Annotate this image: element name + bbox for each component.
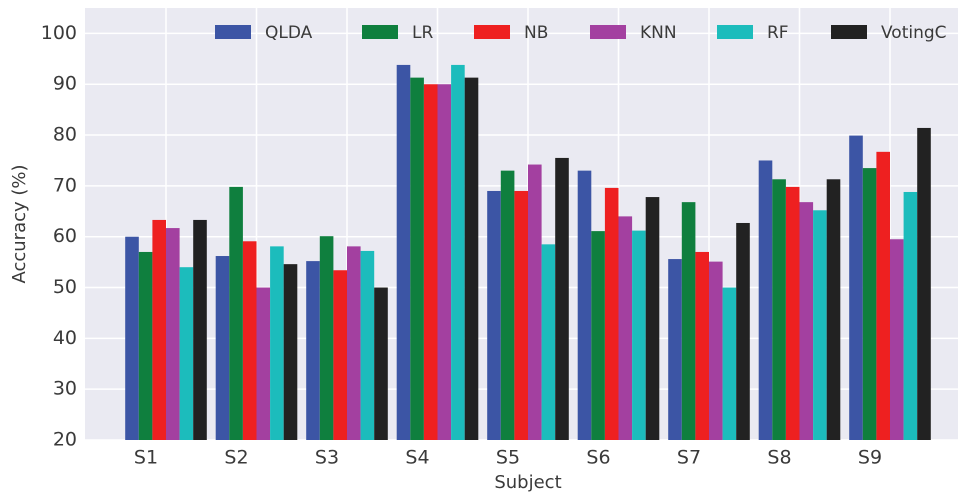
- bar: [152, 219, 166, 440]
- bar: [890, 239, 904, 440]
- bar: [876, 151, 890, 441]
- bar: [618, 216, 633, 440]
- x-tick-label: S4: [405, 447, 429, 469]
- y-tick-label: 100: [41, 22, 77, 44]
- legend-swatch: [590, 25, 626, 39]
- bar: [813, 210, 827, 440]
- bar: [758, 160, 773, 440]
- legend-swatch: [474, 25, 510, 39]
- bar: [242, 241, 257, 440]
- legend-label: LR: [412, 23, 433, 43]
- bar: [179, 267, 194, 440]
- bar: [451, 64, 465, 440]
- bar: [736, 222, 750, 440]
- x-axis-title: Subject: [494, 472, 561, 493]
- x-tick-label: S7: [677, 447, 701, 469]
- bar: [668, 259, 682, 440]
- bar: [256, 287, 271, 440]
- bar: [917, 127, 931, 440]
- bar: [360, 250, 375, 440]
- bar: [410, 77, 424, 440]
- bar: [645, 197, 660, 440]
- bar: [138, 251, 153, 440]
- bar: [319, 236, 334, 440]
- bar: [555, 157, 569, 440]
- bar: [695, 251, 709, 440]
- bar: [862, 168, 877, 440]
- bar: [541, 244, 556, 440]
- bar: [437, 84, 452, 440]
- y-tick-label: 90: [53, 73, 77, 95]
- bar: [577, 170, 592, 440]
- bar: [591, 231, 605, 440]
- bar: [347, 246, 361, 440]
- y-tick-label: 40: [53, 327, 77, 349]
- x-tick-label: S1: [134, 447, 158, 469]
- bar: [215, 256, 230, 440]
- bar: [464, 77, 479, 440]
- y-tick-label: 50: [53, 276, 77, 298]
- y-tick-label: 80: [53, 124, 77, 146]
- legend-label: RF: [767, 23, 789, 43]
- bar: [283, 264, 298, 440]
- bar: [396, 64, 411, 440]
- bar: [487, 190, 501, 440]
- bar: [270, 246, 284, 440]
- bar: [772, 179, 786, 440]
- bar: [306, 261, 320, 440]
- y-tick-label: 30: [53, 378, 77, 400]
- bar: [709, 261, 723, 440]
- bar: [604, 187, 619, 440]
- x-tick-label: S2: [224, 447, 248, 469]
- bar: [500, 170, 515, 440]
- bar: [785, 186, 800, 440]
- legend-label: KNN: [640, 23, 677, 43]
- bar: [528, 164, 542, 440]
- legend-swatch: [362, 25, 398, 39]
- bar: [423, 84, 438, 440]
- x-tick-label: S5: [496, 447, 520, 469]
- bar: [849, 135, 863, 440]
- bar: [514, 190, 528, 440]
- legend-label: NB: [524, 23, 548, 43]
- bar: [632, 230, 646, 440]
- y-axis-title: Accuracy (%): [9, 164, 30, 283]
- legend-swatch: [215, 25, 251, 39]
- y-tick-label: 70: [53, 174, 77, 196]
- x-tick-label: S3: [315, 447, 339, 469]
- x-tick-label: S9: [858, 447, 882, 469]
- legend-swatch: [717, 25, 753, 39]
- legend-swatch: [831, 25, 867, 39]
- bar: [799, 202, 814, 440]
- bar: [193, 219, 207, 440]
- bar: [125, 236, 139, 440]
- bar: [333, 270, 347, 440]
- x-tick-label: S6: [586, 447, 610, 469]
- bar: [229, 186, 243, 440]
- bar: [826, 179, 841, 440]
- legend-label: QLDA: [265, 23, 313, 43]
- legend-label: VotingC: [881, 23, 947, 43]
- bar: [681, 202, 696, 440]
- bar: [374, 287, 388, 440]
- x-tick-label: S8: [767, 447, 791, 469]
- y-tick-label: 60: [53, 225, 77, 247]
- bar: [903, 191, 918, 440]
- bar: [166, 228, 180, 440]
- bar: [722, 287, 737, 440]
- y-tick-label: 20: [53, 429, 77, 451]
